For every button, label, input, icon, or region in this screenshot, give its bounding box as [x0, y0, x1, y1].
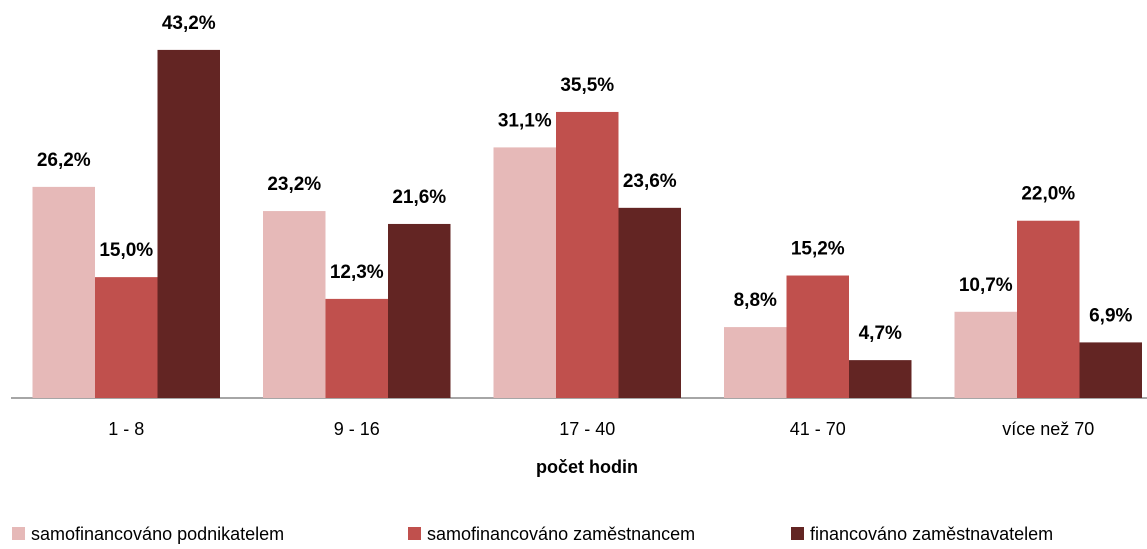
- value-label: 21,6%: [392, 187, 446, 208]
- value-label: 35,5%: [560, 75, 614, 96]
- bar: [618, 207, 681, 398]
- bar: [786, 275, 849, 398]
- value-label: 15,0%: [99, 240, 153, 261]
- bar: [556, 111, 619, 399]
- value-label: 31,1%: [498, 110, 552, 131]
- value-label: 12,3%: [330, 262, 384, 283]
- bar: [95, 277, 158, 398]
- value-label: 43,2%: [162, 13, 216, 34]
- value-label: 23,2%: [267, 174, 321, 195]
- bar: [724, 327, 787, 398]
- value-label: 22,0%: [1021, 184, 1075, 205]
- bar: [493, 147, 556, 398]
- legend-label: samofinancováno podnikatelem: [31, 524, 284, 544]
- legend-swatch: [12, 527, 25, 540]
- legend-swatch: [408, 527, 421, 540]
- value-label: 4,7%: [859, 323, 902, 344]
- legend-label: samofinancováno zaměstnancem: [427, 524, 695, 544]
- x-tick-label: 9 - 16: [334, 419, 380, 439]
- value-label: 26,2%: [37, 150, 91, 171]
- x-tick-label: 17 - 40: [559, 419, 615, 439]
- legend-swatch: [791, 527, 804, 540]
- x-tick-label: více než 70: [1002, 419, 1094, 439]
- bar: [849, 360, 912, 398]
- value-label: 10,7%: [959, 275, 1013, 296]
- bar: [325, 298, 388, 398]
- value-label: 6,9%: [1089, 305, 1132, 326]
- value-label: 15,2%: [791, 239, 845, 260]
- bar: [32, 186, 95, 398]
- bar: [157, 49, 220, 399]
- bar: [1079, 342, 1142, 398]
- bar: [1017, 220, 1080, 398]
- legend-label: financováno zaměstnavatelem: [810, 524, 1053, 544]
- value-label: 8,8%: [734, 290, 777, 311]
- x-axis-label: počet hodin: [536, 457, 638, 477]
- bar: [263, 211, 326, 398]
- value-label: 23,6%: [623, 171, 677, 192]
- x-tick-label: 1 - 8: [108, 419, 144, 439]
- bar: [388, 223, 451, 398]
- bar: [954, 311, 1017, 398]
- x-tick-label: 41 - 70: [790, 419, 846, 439]
